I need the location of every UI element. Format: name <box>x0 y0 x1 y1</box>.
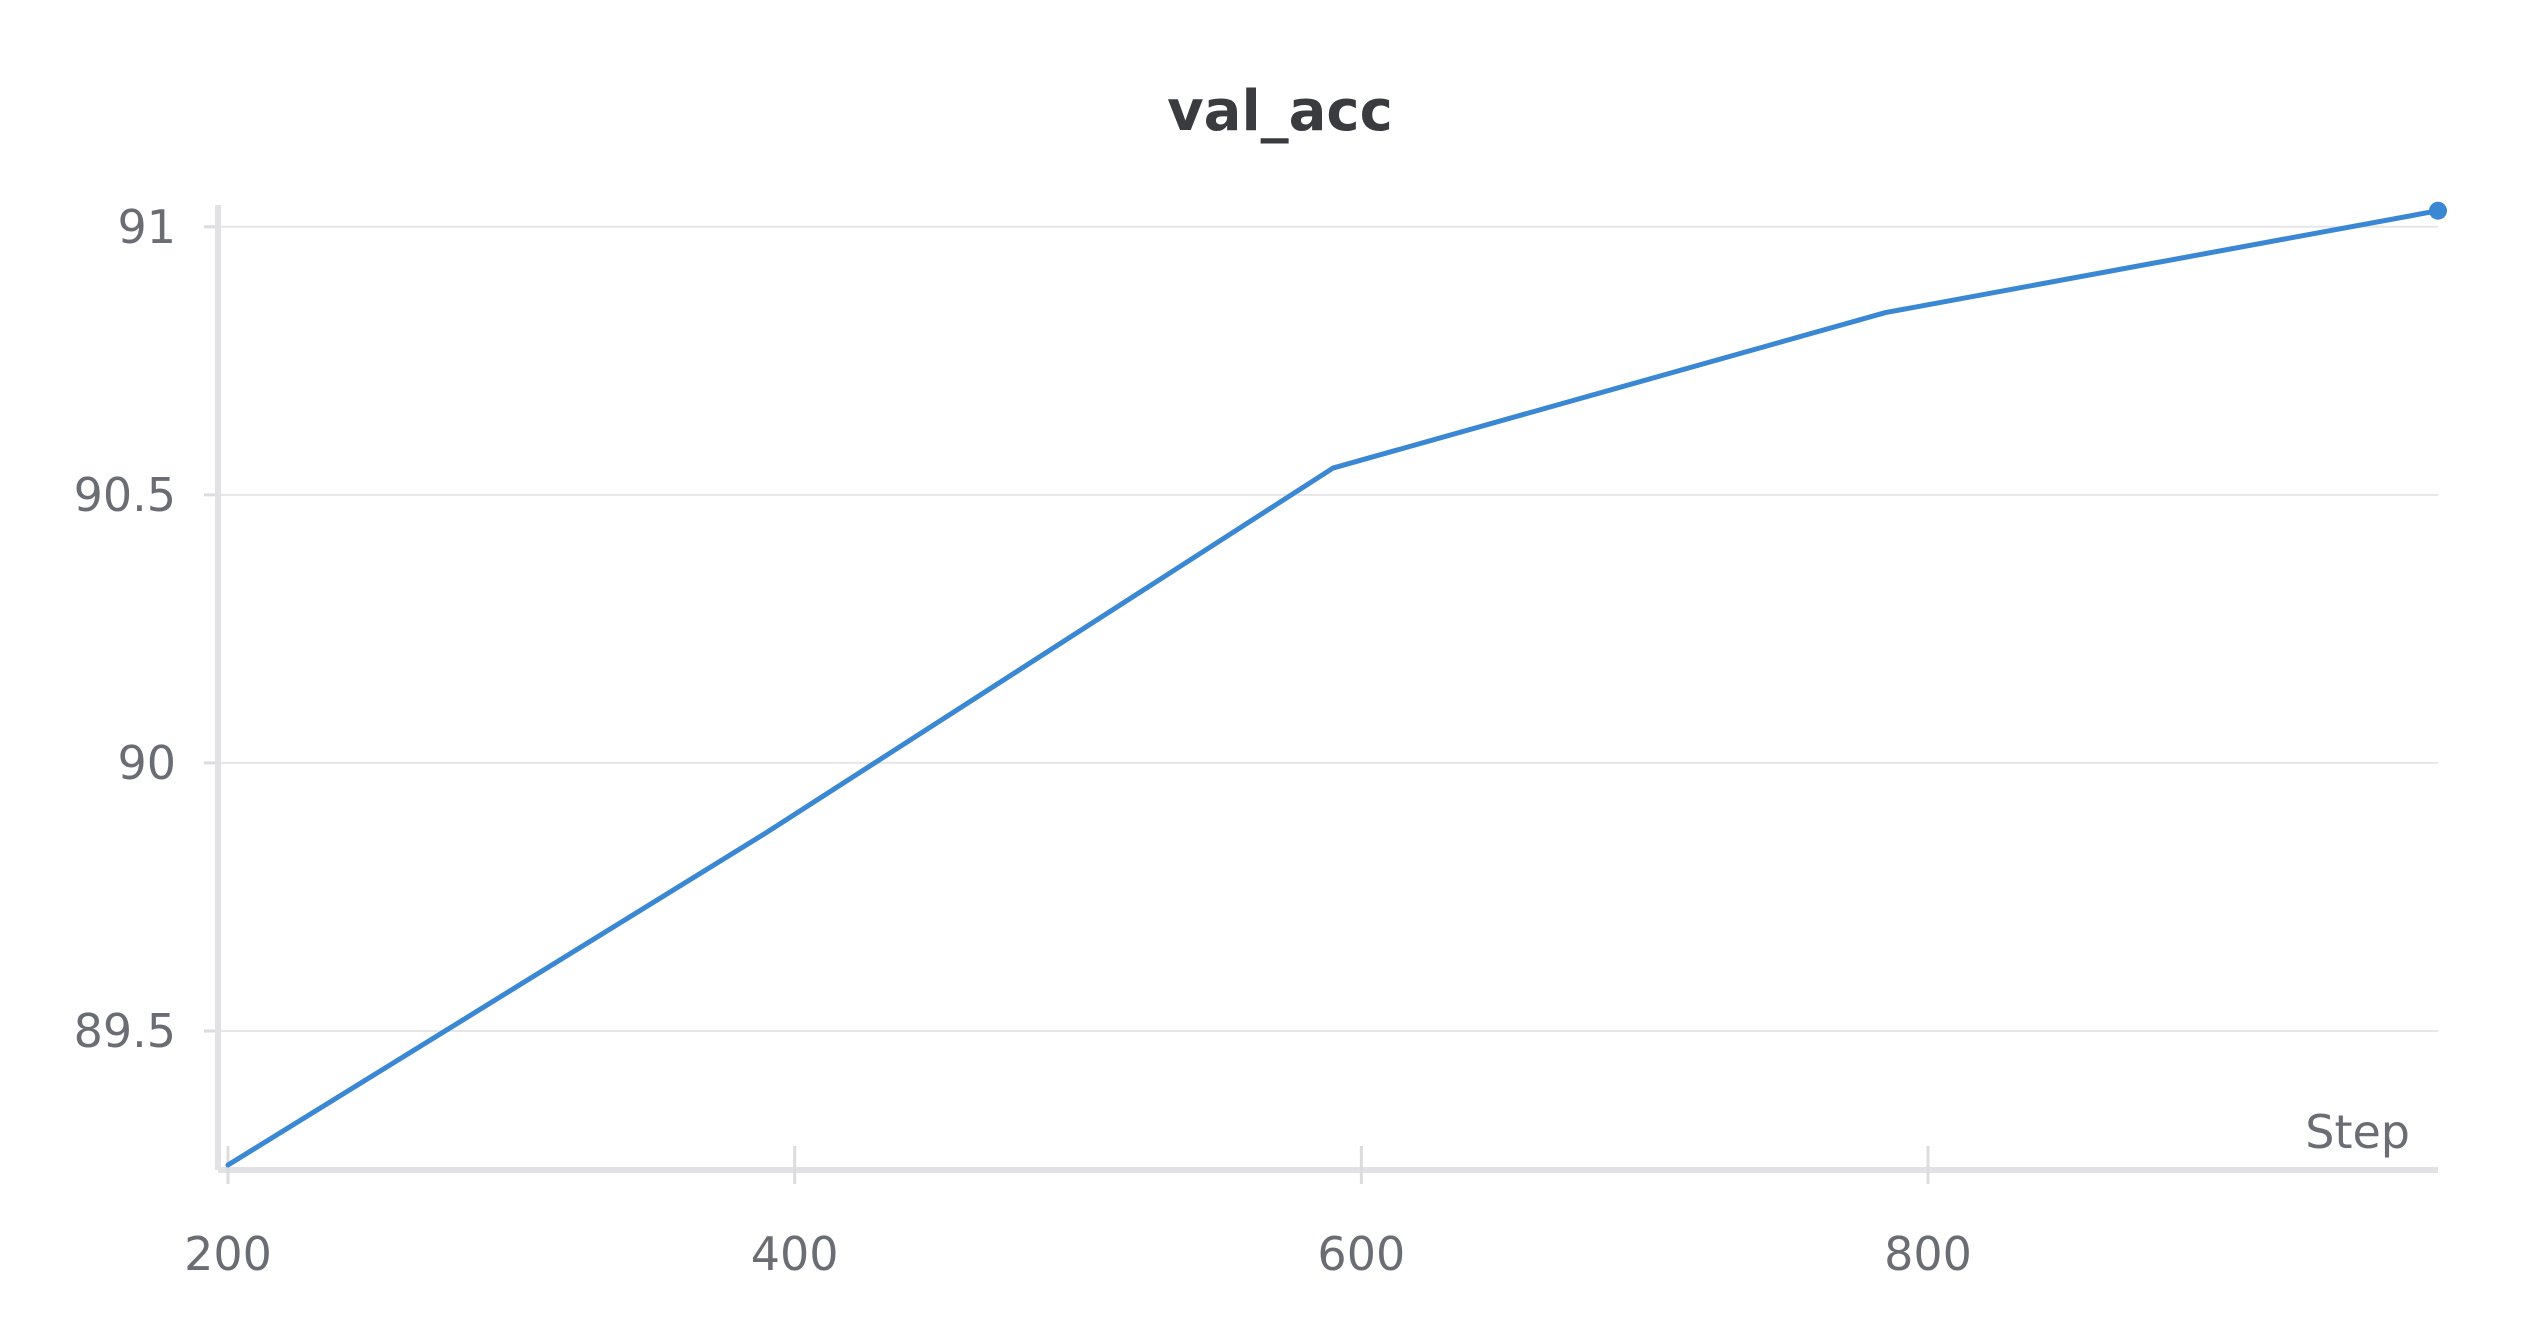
x-tick-label: 400 <box>751 1227 839 1281</box>
y-tick-label: 91 <box>117 200 176 254</box>
series-end-point <box>2429 201 2447 220</box>
y-tick-label: 89.5 <box>74 1004 176 1058</box>
grid-lines <box>218 225 2438 1032</box>
x-axis-title: Step <box>2305 1105 2410 1159</box>
y-tick-label: 90 <box>117 736 176 790</box>
x-tick-label: 800 <box>1884 1227 1972 1281</box>
y-tick-label: 90.5 <box>74 468 176 522</box>
series-line <box>225 208 2441 1168</box>
axes <box>204 205 2438 1184</box>
x-tick-label: 200 <box>184 1227 272 1281</box>
tick-labels: 89.5 90 90.5 91 200 400 600 800 <box>74 200 1972 1281</box>
x-tick-label: 600 <box>1317 1227 1405 1281</box>
chart-title: val_acc <box>1167 79 1393 144</box>
series-layer <box>225 201 2447 1168</box>
